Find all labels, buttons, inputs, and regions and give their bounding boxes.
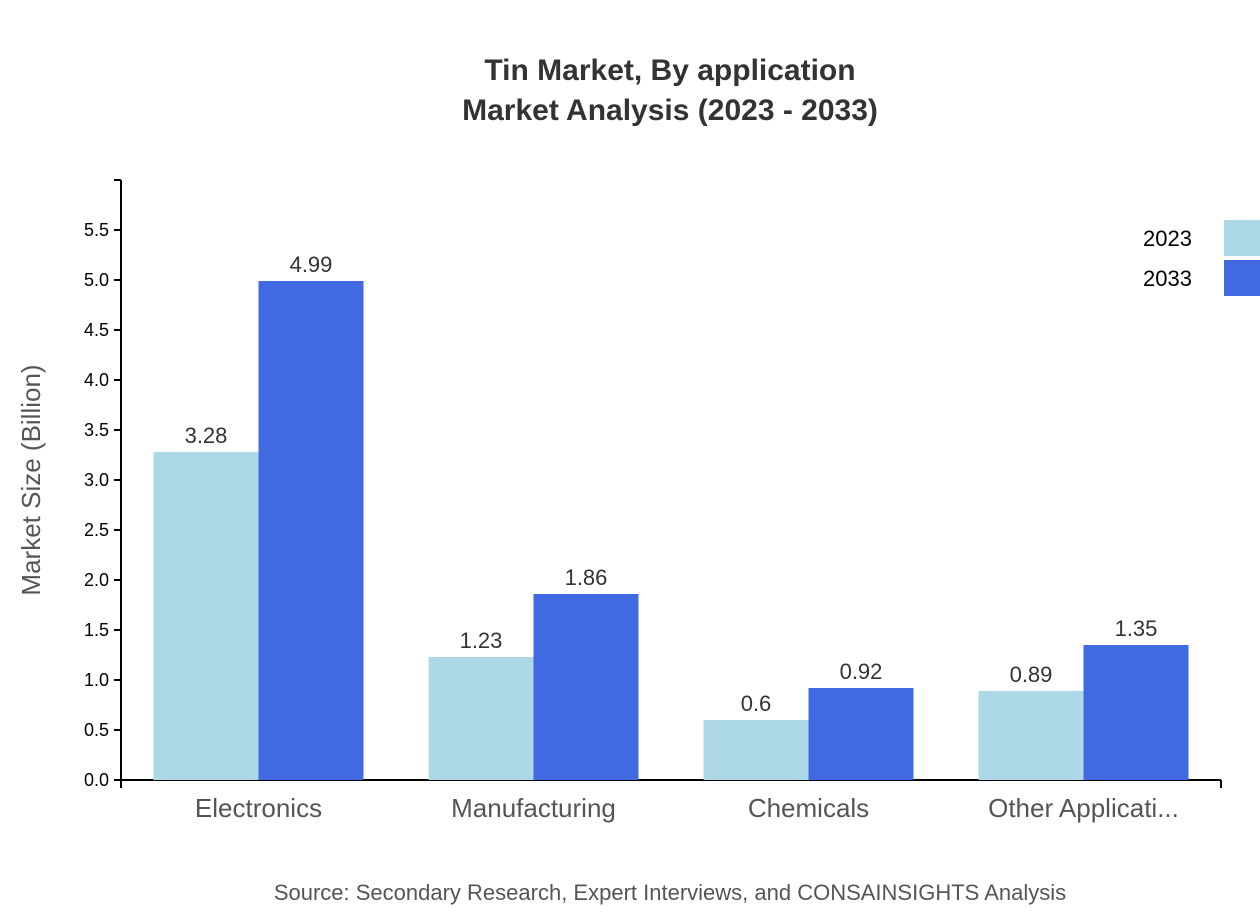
- y-tick-label: 1.0: [84, 670, 109, 690]
- legend-label: 2023: [1143, 226, 1192, 251]
- bar-2023: [153, 452, 259, 780]
- bar-2033: [258, 281, 364, 780]
- bar-2023: [428, 657, 534, 780]
- y-tick-label: 0.0: [84, 770, 109, 790]
- data-label: 1.86: [565, 565, 608, 590]
- data-label: 0.6: [741, 691, 772, 716]
- x-tick-label: Electronics: [195, 793, 322, 823]
- y-tick-label: 3.0: [84, 470, 109, 490]
- y-tick-label: 5.0: [84, 270, 109, 290]
- plot-area: 0.0 0.5 1.0 1.5 2.0 2.5 3.0 3.5 4.0 4.5 5.0 5.5 Elec…: [84, 179, 1222, 823]
- legend-swatch-2023: [1224, 220, 1260, 256]
- bar-2033: [808, 688, 914, 780]
- bar-2023: [978, 691, 1084, 780]
- bar-2023: [703, 720, 809, 780]
- data-label: 1.23: [460, 628, 503, 653]
- y-tick-label: 4.5: [84, 320, 109, 340]
- data-label: 0.89: [1010, 662, 1053, 687]
- legend-label: 2033: [1143, 266, 1192, 291]
- chart-title: Tin Market, By application: [484, 54, 855, 87]
- source-note: Source: Secondary Research, Expert Inter…: [274, 880, 1066, 905]
- legend-swatch-2033: [1224, 260, 1260, 296]
- data-label: 4.99: [290, 252, 333, 277]
- data-label: 0.92: [840, 659, 883, 684]
- y-tick-label: 2.5: [84, 520, 109, 540]
- y-axis-label: Market Size (Billion): [16, 364, 46, 595]
- y-tick-label: 5.5: [84, 220, 109, 240]
- chart-subtitle: Market Analysis (2023 - 2033): [462, 94, 878, 127]
- bar-2033: [1083, 645, 1189, 780]
- data-label: 3.28: [185, 423, 228, 448]
- x-tick-label: Other Applicati...: [988, 793, 1179, 823]
- y-tick-label: 3.5: [84, 420, 109, 440]
- y-tick-label: 2.0: [84, 570, 109, 590]
- data-label: 1.35: [1115, 616, 1158, 641]
- y-tick-label: 0.5: [84, 720, 109, 740]
- y-tick-label: 1.5: [84, 620, 109, 640]
- x-tick-label: Chemicals: [748, 793, 869, 823]
- x-tick-label: Manufacturing: [451, 793, 616, 823]
- legend: 2023 2033: [1143, 220, 1260, 296]
- bar-2033: [533, 594, 639, 780]
- y-tick-label: 4.0: [84, 370, 109, 390]
